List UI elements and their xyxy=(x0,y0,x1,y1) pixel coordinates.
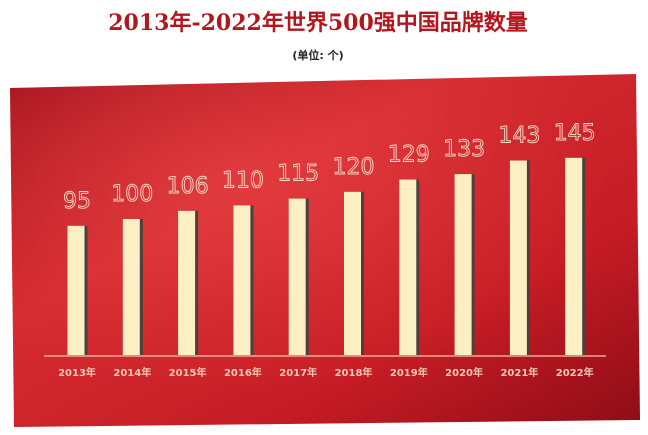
value-label: 106 xyxy=(167,174,209,199)
bar xyxy=(399,179,417,355)
x-tick-label: 2018年 xyxy=(335,366,373,379)
bar xyxy=(178,210,196,355)
value-label: 120 xyxy=(333,155,375,180)
bar xyxy=(565,157,583,355)
bar xyxy=(122,219,140,355)
x-tick-label: 2022年 xyxy=(556,366,594,379)
value-label: 145 xyxy=(554,121,596,146)
x-tick-label: 2015年 xyxy=(169,366,207,379)
value-label: 100 xyxy=(111,182,153,207)
x-tick-label: 2013年 xyxy=(58,366,96,379)
x-tick-label: 2017年 xyxy=(279,366,317,379)
value-label: 110 xyxy=(222,168,264,193)
value-label: 95 xyxy=(63,189,91,214)
bar xyxy=(233,205,251,355)
value-label: 129 xyxy=(388,143,430,168)
bar xyxy=(509,160,527,355)
value-label: 115 xyxy=(277,162,319,187)
x-tick-label: 2020年 xyxy=(445,366,483,379)
bar xyxy=(288,198,306,355)
bar xyxy=(344,191,361,355)
chart-subtitle: (单位: 个) xyxy=(292,48,343,62)
value-label: 143 xyxy=(498,124,540,149)
chart-title: 2013年-2022年世界500强中国品牌数量 xyxy=(108,10,528,36)
x-tick-label: 2016年 xyxy=(224,366,262,379)
background-glow xyxy=(10,74,640,427)
value-label: 133 xyxy=(443,137,485,162)
x-tick-label: 2014年 xyxy=(113,366,151,379)
bar xyxy=(67,225,85,355)
x-tick-label: 2021年 xyxy=(500,366,538,379)
bar xyxy=(454,174,472,355)
x-tick-label: 2019年 xyxy=(390,366,428,379)
